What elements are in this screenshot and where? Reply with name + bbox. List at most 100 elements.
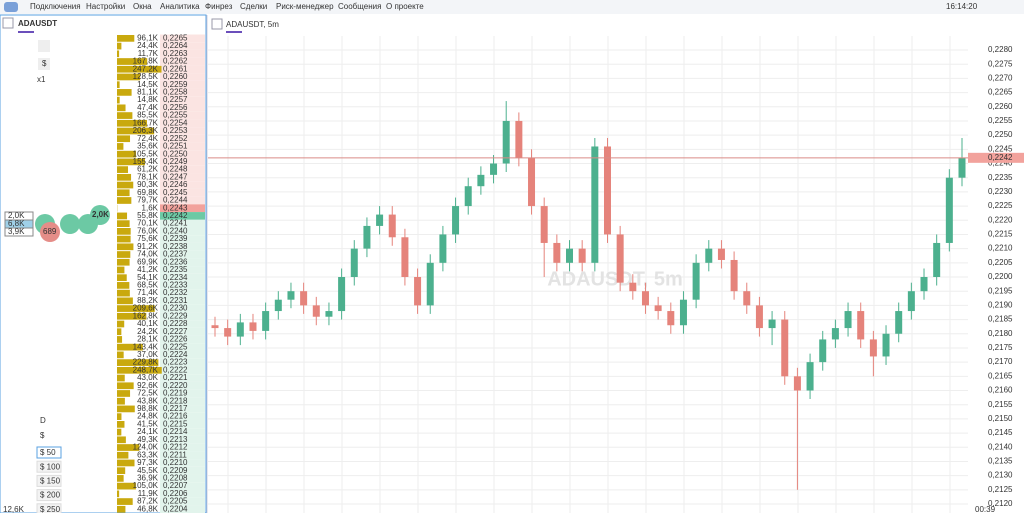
- volume-bar: [117, 290, 130, 297]
- price-axis-label: 0,2275: [988, 59, 1013, 68]
- candle-body: [427, 263, 434, 306]
- preset-label: $ 150: [40, 477, 61, 486]
- candle-body: [313, 305, 320, 316]
- volume-bar: [117, 112, 132, 119]
- candle-body: [477, 175, 484, 186]
- price-axis-label: 0,2145: [988, 428, 1013, 437]
- menu-item[interactable]: Подключения: [30, 2, 81, 11]
- price-axis-label: 0,2235: [988, 173, 1013, 182]
- price-axis-label: 0,2220: [988, 215, 1013, 224]
- candle-body: [452, 206, 459, 234]
- candle-body: [832, 328, 839, 339]
- price-axis-label: 0,2230: [988, 187, 1013, 196]
- price-axis-label: 0,2130: [988, 471, 1013, 480]
- candle-body: [376, 215, 383, 226]
- tab-title[interactable]: ADAUSDT: [18, 19, 57, 28]
- menu-item[interactable]: О проекте: [386, 2, 424, 11]
- candle-body: [731, 260, 738, 291]
- volume-bar: [117, 97, 120, 104]
- candle-body: [490, 164, 497, 175]
- price-axis-label: 0,2125: [988, 485, 1013, 494]
- candle-body: [465, 186, 472, 206]
- volume-bar: [117, 282, 129, 289]
- price-axis-label: 0,2185: [988, 315, 1013, 324]
- volume-bar: [117, 104, 126, 111]
- candle-body: [895, 311, 902, 334]
- candle-body: [883, 334, 890, 357]
- candle-body: [541, 206, 548, 243]
- clock: 16:14:20: [946, 2, 978, 11]
- volume-bar: [117, 406, 135, 413]
- price-axis-label: 0,2205: [988, 258, 1013, 267]
- volume-bar: [117, 43, 121, 50]
- volume-bar: [117, 398, 125, 405]
- volume-bar: [117, 429, 121, 436]
- candle-body: [249, 322, 256, 331]
- watermark: ADAUSDT, 5m: [547, 268, 683, 290]
- preset-label: $ 100: [40, 462, 61, 471]
- menu-item[interactable]: Риск-менеджер: [276, 2, 334, 11]
- price-axis-label: 0,2150: [988, 414, 1013, 423]
- volume-bar: [117, 236, 131, 243]
- candle-body: [667, 311, 674, 325]
- volume-bar: [117, 166, 128, 173]
- volume-bar: [117, 174, 131, 181]
- candle-body: [857, 311, 864, 339]
- candle-body: [617, 234, 624, 282]
- price-axis-label: 0,2250: [988, 130, 1013, 139]
- candle-body: [591, 146, 598, 262]
- candle-body: [275, 300, 282, 311]
- tool-button[interactable]: [38, 40, 50, 52]
- price-axis-label: 0,2225: [988, 201, 1013, 210]
- candle-body: [401, 237, 408, 277]
- menu-item[interactable]: Сделки: [240, 2, 267, 11]
- candle-body: [946, 178, 953, 243]
- menu-item[interactable]: Аналитика: [160, 2, 200, 11]
- volume-bar: [117, 490, 119, 497]
- volume-bar: [117, 267, 124, 274]
- candle-body: [718, 249, 725, 260]
- footer-volume: 12,6K: [3, 505, 25, 513]
- volume-bar: [117, 375, 125, 382]
- candle-body: [680, 300, 687, 326]
- volume-bar: [117, 382, 134, 389]
- candle-body: [743, 291, 750, 305]
- candle-body: [262, 311, 269, 331]
- candle-body: [781, 320, 788, 377]
- price-axis-label: 0,2280: [988, 45, 1013, 54]
- candle-body: [338, 277, 345, 311]
- candle-body: [515, 121, 522, 158]
- cluster-bubble: [60, 214, 80, 234]
- price-axis-label: 0,2175: [988, 343, 1013, 352]
- candle-body: [363, 226, 370, 249]
- menu-item[interactable]: Сообщения: [338, 2, 381, 11]
- candle-body: [389, 215, 396, 238]
- volume-bar: [117, 197, 131, 204]
- tab-title[interactable]: ADAUSDT, 5m: [226, 20, 279, 29]
- multiplier: x1: [37, 75, 46, 84]
- candle-body: [642, 291, 649, 305]
- candle-body: [933, 243, 940, 277]
- price-axis-label: 0,2155: [988, 400, 1013, 409]
- volume-bar: [117, 243, 133, 250]
- volume-bar: [117, 182, 133, 189]
- app-logo: [4, 2, 18, 12]
- candle-body: [693, 263, 700, 300]
- candle-body: [528, 158, 535, 206]
- candle-body: [439, 234, 446, 262]
- menu-item[interactable]: Настройки: [86, 2, 125, 11]
- menu-bar: [0, 0, 1024, 14]
- volume-bar: [117, 143, 123, 150]
- menu-item[interactable]: Финрез: [205, 2, 233, 11]
- preset-label: $ 250: [40, 505, 61, 513]
- period: D: [40, 416, 46, 425]
- volume-bar: [117, 390, 130, 397]
- candle-body: [604, 146, 611, 234]
- price-axis-label: 0,2160: [988, 386, 1013, 395]
- volume-bar: [117, 189, 130, 196]
- candle-body: [870, 339, 877, 356]
- tab-icon: [212, 19, 222, 29]
- menu-item[interactable]: Окна: [133, 2, 152, 11]
- price-axis-label: 0,2255: [988, 116, 1013, 125]
